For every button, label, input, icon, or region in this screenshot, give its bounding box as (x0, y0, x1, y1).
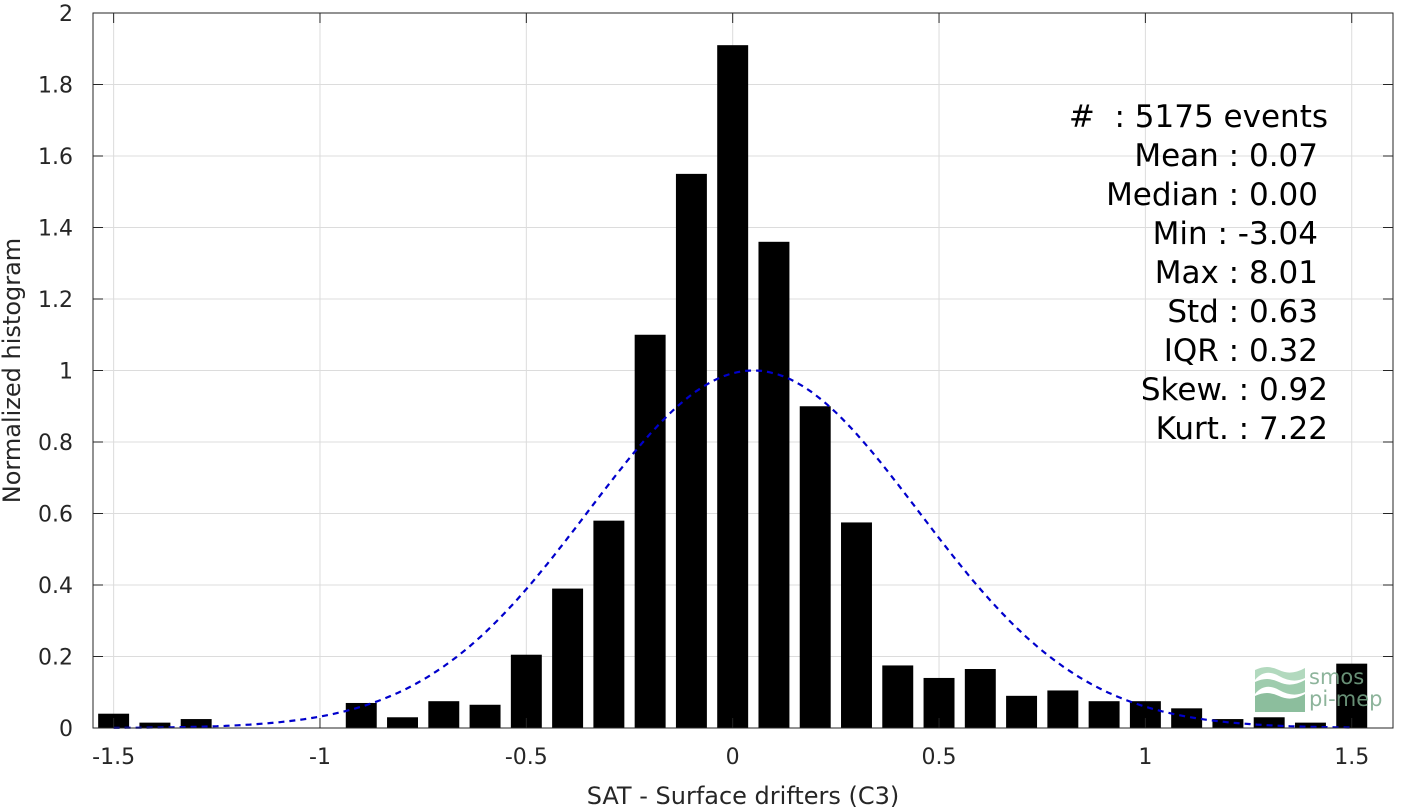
x-tick-label: -0.5 (505, 745, 548, 770)
histogram-bar (593, 520, 625, 728)
histogram-bar (469, 704, 501, 728)
y-tick-label: 0.2 (38, 646, 73, 671)
histogram-bar (964, 669, 996, 728)
histogram-bar (1088, 701, 1120, 728)
axis-ticks: -1.5 -1 -0.5 0 0.5 1 1.5 0 0.2 0.4 0.6 0.8 1 1.2 1.4 1.… (38, 2, 1393, 770)
y-tick-label: 0 (59, 717, 73, 742)
stat-line: Mean : 0.07 (1134, 138, 1318, 174)
histogram-bar (1294, 722, 1326, 728)
histogram-bar (180, 719, 212, 728)
stat-line: Median : 0.00 (1106, 177, 1318, 213)
y-tick-label: 0.8 (38, 431, 73, 456)
x-tick-label: -1.5 (92, 745, 135, 770)
stat-line: Max : 8.01 (1154, 255, 1318, 291)
watermark-line2: pi-mep (1309, 687, 1383, 711)
histogram-bar (1006, 695, 1038, 728)
histogram-bar (1336, 663, 1368, 728)
histogram-bar (717, 45, 749, 729)
histogram-bar (882, 665, 914, 728)
histogram-bar (552, 588, 584, 728)
y-tick-label: 0.4 (38, 574, 73, 599)
stat-line: Std : 0.63 (1167, 294, 1318, 330)
histogram-bar (634, 334, 666, 728)
stat-line: IQR : 0.32 (1163, 333, 1318, 369)
x-tick-label: 0 (726, 745, 740, 770)
stat-line: Min : -3.04 (1152, 216, 1318, 252)
wave-logo-icon (1255, 667, 1305, 712)
x-axis-label: SAT - Surface drifters (C3) (587, 782, 900, 809)
y-tick-label: 1.4 (38, 217, 73, 242)
histogram-bar (675, 173, 707, 728)
y-tick-label: 1 (59, 360, 73, 385)
histogram-bar (1212, 719, 1244, 728)
smos-pi-mep-logo: smos pi-mep (1253, 664, 1393, 714)
histogram-bar (758, 241, 790, 729)
stat-line: Kurt. : 7.22 (1155, 411, 1328, 447)
x-tick-label: -1 (309, 745, 331, 770)
histogram-bar (345, 702, 377, 728)
histogram-bar (428, 701, 460, 728)
histogram-bar (139, 722, 171, 728)
histogram-bar (841, 522, 872, 728)
stat-line: Skew. : 0.92 (1140, 372, 1328, 408)
watermark-line1: smos (1309, 665, 1365, 689)
histogram-bar (1171, 708, 1203, 728)
y-tick-label: 2 (59, 2, 73, 27)
y-axis-label: Normalized histogram (0, 238, 26, 503)
y-tick-label: 1.6 (38, 145, 73, 170)
statistics-box: # : 5175 events Mean : 0.07 Median : 0.00 M… (1069, 98, 1328, 449)
histogram-bar (387, 717, 418, 728)
x-tick-label: 1.5 (1334, 745, 1369, 770)
y-tick-label: 1.2 (38, 288, 73, 313)
y-tick-label: 1.8 (38, 74, 73, 99)
y-tick-label: 0.6 (38, 503, 73, 528)
histogram-bar (1047, 690, 1079, 728)
stat-line: # : 5175 events (1068, 99, 1328, 135)
histogram-bar (510, 654, 542, 728)
histogram-bar (799, 406, 831, 728)
x-tick-label: 1 (1138, 745, 1152, 770)
x-tick-label: 0.5 (922, 745, 957, 770)
histogram-bar (1253, 717, 1285, 728)
